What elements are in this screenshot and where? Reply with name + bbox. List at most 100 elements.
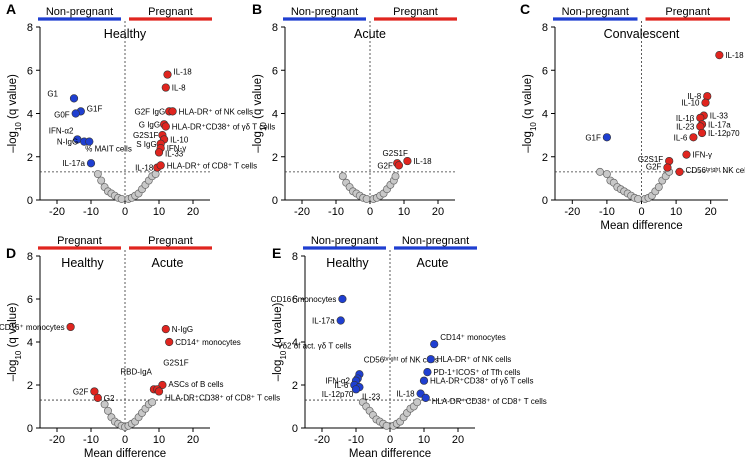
point-label: G2F: [646, 163, 662, 172]
point-label: N-IgG: [57, 138, 78, 147]
y-tick-label: 8: [542, 22, 548, 34]
point-label: IL-10: [170, 135, 189, 144]
point-label: CD16⁺ monocytes: [271, 295, 337, 304]
point-label: IL-23: [362, 392, 381, 401]
y-tick-label: 8: [27, 22, 33, 34]
x-tick-label: 10: [398, 206, 410, 218]
point-label: HLA-DR⁺CD38⁺ of CD8⁺ T cells: [165, 393, 280, 402]
point-nonsignificant: [391, 172, 400, 181]
point-label: IL-17a: [62, 159, 85, 168]
panel-d: D 0 2 4 6 8 -20 -10 0 10 20 –log10 (q value) Mean di…: [0, 235, 280, 460]
point-label: % MAIT cells: [85, 145, 132, 154]
x-tick-label: 10: [418, 434, 430, 446]
x-tick-label: 0: [122, 434, 128, 446]
point-significant: [154, 387, 164, 396]
point-nonsignificant: [338, 172, 347, 181]
panel-title: Healthy: [104, 27, 147, 41]
point-label: HLA-DR⁺ of NK cells: [179, 107, 253, 116]
x-tick-label: -10: [599, 206, 615, 218]
panel-b: B 0 2 4 6 8 -20 -10 0 10 20 –log10 (q value) Non-pre…: [252, 1, 457, 218]
x-tick-label: 20: [452, 434, 464, 446]
point-label: IL-23: [676, 122, 695, 131]
y-tick-label: 8: [272, 22, 278, 34]
point-label: PD-1⁺ICOS⁺ of Tfh cells: [433, 368, 520, 377]
point-nonsignificant: [117, 194, 126, 203]
point-label: CD14⁺ monocytes: [175, 338, 241, 347]
point-significant: [85, 137, 94, 146]
y-tick-label: 2: [27, 380, 33, 392]
point-nonsignificant: [654, 183, 663, 191]
point-label: IL-10: [681, 99, 700, 108]
point-nonsignificant: [93, 170, 102, 178]
panel-letter: D: [6, 245, 16, 261]
x-tick-label: -20: [314, 434, 330, 446]
point-label: IL-17a: [312, 317, 335, 326]
y-tick-label: 2: [292, 380, 298, 392]
point-label: G2F: [377, 161, 393, 170]
x-tick-label: 20: [187, 434, 199, 446]
x-tick-label: 20: [705, 206, 717, 218]
point-label: G IgG: [139, 120, 160, 129]
y-tick-label: 4: [292, 337, 298, 349]
x-tick-label: -20: [49, 206, 65, 218]
y-tick-label: 6: [27, 65, 33, 77]
point-significant: [165, 337, 174, 347]
point-label: CD16⁺ monocytes: [0, 323, 65, 332]
panel-subtitle: Acute: [417, 256, 449, 270]
y-axis-label: –log10 (q value): [522, 74, 538, 153]
panel-letter: B: [252, 1, 262, 17]
group-name: Non-pregnant: [311, 235, 378, 247]
point-significant: [426, 355, 435, 364]
x-tick-label: -20: [49, 434, 65, 446]
point-label: IFN-α2: [325, 377, 350, 386]
point-significant: [602, 133, 612, 142]
point-label: CD14⁺ monocytes: [440, 333, 506, 342]
x-tick-label: 10: [670, 206, 682, 218]
x-axis-label: Mean difference: [349, 448, 431, 460]
point-significant: [430, 340, 439, 349]
point-label: IL-1β: [676, 114, 695, 123]
y-tick-label: 6: [542, 65, 548, 77]
x-axis-label: Mean difference: [600, 220, 682, 232]
x-tick-label: 0: [387, 434, 393, 446]
panel-title: Acute: [354, 27, 386, 41]
point-label: IL-33: [165, 149, 184, 158]
y-axis-label: –log10 (q value): [272, 303, 288, 382]
point-significant: [161, 122, 170, 131]
point-label: G2F: [73, 387, 89, 396]
group-name: Non-pregnant: [291, 6, 358, 18]
point-label: IFN-γ: [692, 151, 712, 160]
panel-title: Convalescent: [604, 27, 680, 41]
point-label: IL-12p70: [322, 390, 354, 399]
y-tick-label: 0: [27, 195, 33, 207]
point-label: IL-18: [725, 51, 744, 60]
point-label: G2S1F: [638, 155, 663, 164]
panel-e: E 0 2 4 6 8 -20 -10 0 10 20 –log10 (q value) Mean di…: [271, 235, 547, 460]
point-significant: [715, 51, 724, 60]
point-significant: [403, 156, 412, 166]
panel-letter: A: [6, 1, 16, 17]
x-tick-label: 0: [367, 206, 373, 218]
group-name: Pregnant: [393, 6, 438, 18]
point-significant: [351, 385, 361, 394]
point-significant: [161, 83, 170, 92]
point-label: IL-8: [172, 84, 186, 93]
point-nonsignificant: [634, 194, 642, 203]
point-nonsignificant: [596, 167, 604, 176]
point-label: IFN-α2: [49, 126, 74, 135]
x-tick-label: -20: [294, 206, 310, 218]
point-label: HLA-DR⁺CD38⁺ of CD8⁺ T cells: [432, 397, 547, 406]
point-significant: [689, 133, 698, 142]
panel-letter: C: [520, 1, 530, 17]
y-axis-label: –log10 (q value): [252, 74, 268, 153]
group-name: Non-pregnant: [46, 6, 113, 18]
point-label: HLA-DR⁺CD38⁺ of γδ T cells: [172, 122, 275, 131]
panel-c: C 0 2 4 6 8 -20 -10 0 10 20 –log10 (q value) Mean di…: [520, 1, 745, 232]
point-significant: [697, 128, 707, 138]
y-tick-label: 2: [27, 152, 33, 164]
group-name: Pregnant: [665, 6, 710, 18]
y-axis-label: –log10 (q value): [7, 74, 23, 153]
point-significant: [336, 316, 345, 325]
point-significant: [71, 109, 80, 118]
